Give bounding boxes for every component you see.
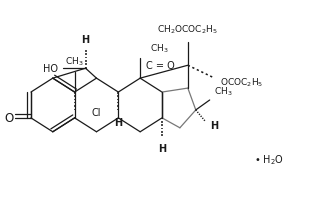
Text: H: H (210, 120, 218, 130)
Text: CH$_3$: CH$_3$ (65, 55, 84, 68)
Text: CH$_2$OCOC$_2$H$_5$: CH$_2$OCOC$_2$H$_5$ (158, 24, 218, 36)
Text: H: H (158, 143, 166, 153)
Text: CH$_3$: CH$_3$ (150, 43, 169, 55)
Text: CH$_3$: CH$_3$ (214, 85, 232, 98)
Text: H: H (82, 35, 89, 45)
Text: Cl: Cl (92, 107, 101, 117)
Text: • H$_2$O: • H$_2$O (254, 153, 285, 167)
Text: OCOC$_2$H$_5$: OCOC$_2$H$_5$ (220, 76, 263, 89)
Text: O: O (5, 112, 14, 125)
Text: HO: HO (43, 64, 58, 74)
Text: H: H (114, 117, 122, 127)
Text: C = O: C = O (146, 61, 175, 71)
